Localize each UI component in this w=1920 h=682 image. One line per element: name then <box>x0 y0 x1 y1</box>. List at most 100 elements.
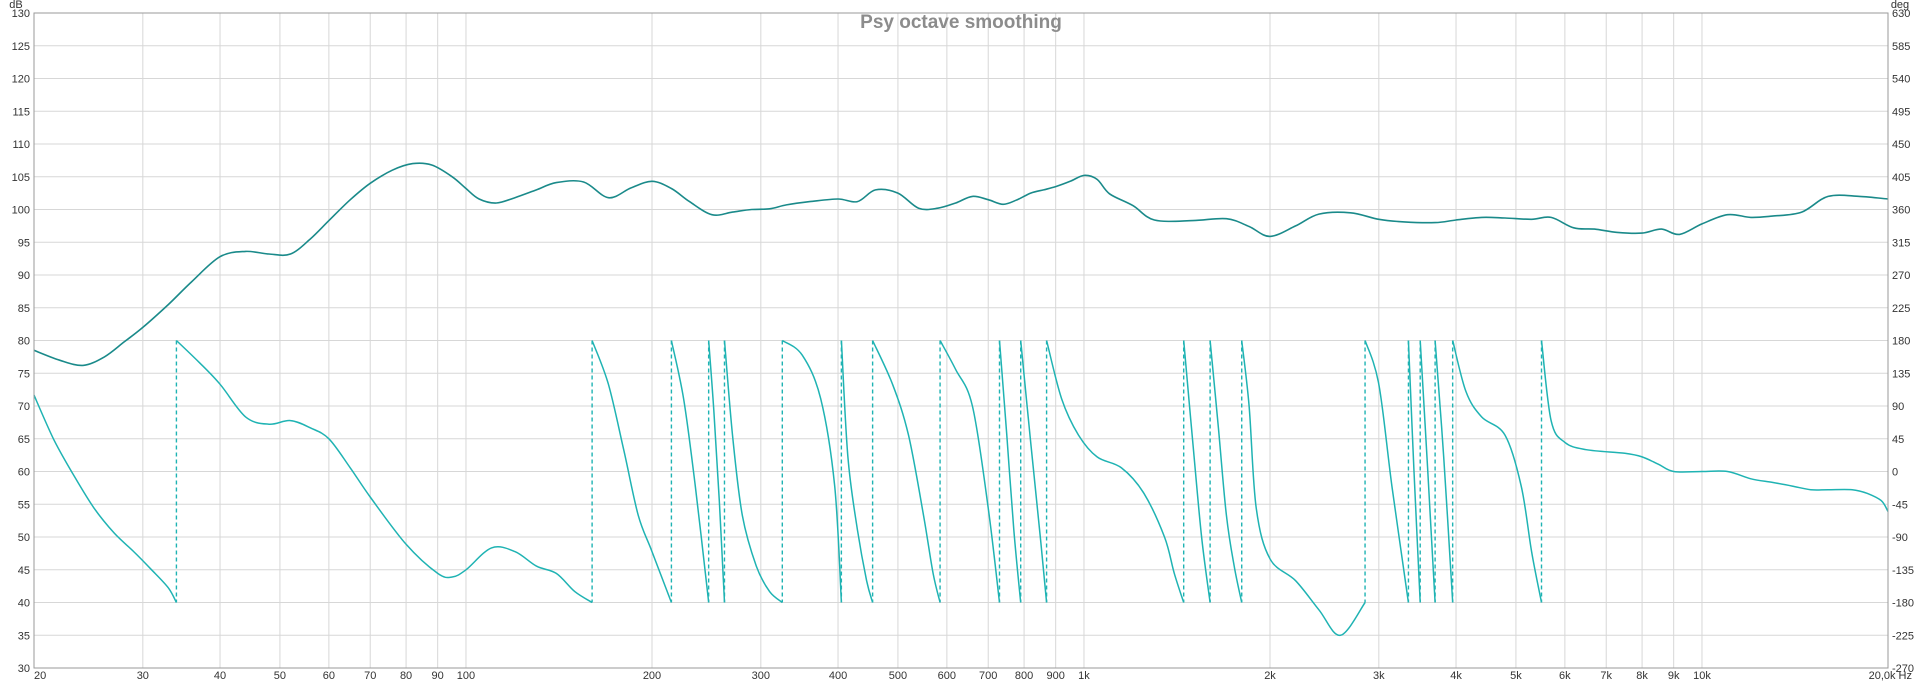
y-unit-label: dB <box>9 0 22 11</box>
x-tick-label: 20,0k Hz <box>1869 670 1912 682</box>
phase-series-segment <box>33 394 178 603</box>
grid-layer <box>34 13 1888 668</box>
label-layer: 20 30 40 50 60 70 80 90 100 200 300 400 500 600 700 800… <box>12 8 1914 682</box>
x-tick-label: 7k <box>1600 670 1612 682</box>
x-tick-label: 5k <box>1510 670 1522 682</box>
y-tick-label: 100 <box>12 205 30 217</box>
y-tick-label: 75 <box>18 368 30 380</box>
x-tick-label: 90 <box>432 670 444 682</box>
y-tick-label: 30 <box>18 663 30 675</box>
x-tick-label: 3k <box>1373 670 1385 682</box>
x-tick-label: 80 <box>400 670 412 682</box>
y2-tick-label: 0 <box>1892 467 1898 479</box>
y-tick-label: 60 <box>18 467 30 479</box>
x-tick-label: 70 <box>364 670 376 682</box>
y2-tick-label: 495 <box>1892 106 1910 118</box>
y-tick-label: 90 <box>18 270 30 282</box>
y2-tick-label: -45 <box>1892 499 1908 511</box>
y-tick-label: 80 <box>18 336 30 348</box>
phase-series-segment <box>939 340 1001 603</box>
phase-series-segment <box>840 340 874 603</box>
y2-tick-label: 225 <box>1892 303 1910 315</box>
y-tick-label: 50 <box>18 532 30 544</box>
phase-series-segment <box>998 340 1022 603</box>
x-tick-label: 8k <box>1636 670 1648 682</box>
y2-tick-label: 630 <box>1892 8 1910 20</box>
x-tick-label: 100 <box>457 670 475 682</box>
series-layer <box>33 162 1889 637</box>
y2-tick-label: 270 <box>1892 270 1910 282</box>
y-tick-label: 55 <box>18 499 30 511</box>
phase-series-segment <box>1434 340 1454 603</box>
y2-tick-label: 450 <box>1892 139 1910 151</box>
x-tick-label: 300 <box>752 670 770 682</box>
y2-tick-label: -270 <box>1892 663 1914 675</box>
x-tick-label: 2k <box>1264 670 1276 682</box>
y2-tick-label: 540 <box>1892 74 1910 86</box>
x-tick-label: 700 <box>979 670 997 682</box>
y2-tick-label: 45 <box>1892 434 1904 446</box>
phase-series-segment <box>670 340 710 603</box>
x-tick-label: 400 <box>829 670 847 682</box>
y-tick-label: 95 <box>18 237 30 249</box>
phase-series-segment <box>1407 340 1421 603</box>
phase-series-segment <box>871 340 941 603</box>
x-tick-label: 200 <box>643 670 661 682</box>
y-tick-label: 105 <box>12 172 30 184</box>
y-tick-label: 45 <box>18 565 30 577</box>
phase-series-segment <box>591 340 673 603</box>
x-tick-label: 900 <box>1047 670 1065 682</box>
y-tick-label: 35 <box>18 630 30 642</box>
phase-series-segment <box>1045 340 1185 603</box>
phase-series-segment <box>1240 340 1366 637</box>
x-tick-label: 10k <box>1693 670 1711 682</box>
magnitude-series-line <box>33 162 1889 367</box>
plot-area-border <box>33 12 1889 669</box>
phase-series-segment <box>1364 340 1410 603</box>
phase-series-segment <box>175 339 593 604</box>
y-tick-label: 120 <box>12 74 30 86</box>
y-tick-label: 65 <box>18 434 30 446</box>
y-tick-label: 130 <box>12 8 30 20</box>
y-tick-label: 125 <box>12 41 30 53</box>
x-tick-label: 20 <box>34 670 46 682</box>
y2-tick-label: -90 <box>1892 532 1908 544</box>
phase-series-segment <box>1182 340 1211 603</box>
y2-tick-label: 180 <box>1892 336 1910 348</box>
y-tick-label: 70 <box>18 401 30 413</box>
y2-tick-label: 405 <box>1892 172 1910 184</box>
x-tick-label: 500 <box>889 670 907 682</box>
x-tick-label: 50 <box>274 670 286 682</box>
phase-series-segment <box>1209 340 1243 603</box>
x-tick-label: 1k <box>1078 670 1090 682</box>
phase-series-segment <box>781 339 843 603</box>
y2-unit-label: deg <box>1891 0 1909 11</box>
x-tick-label: 30 <box>137 670 149 682</box>
phase-series-segment <box>1419 340 1436 603</box>
y-tick-label: 115 <box>12 106 30 118</box>
x-tick-label: 9k <box>1668 670 1680 682</box>
phase-series-segment <box>1019 340 1048 603</box>
y-tick-label: 40 <box>18 598 30 610</box>
y-tick-label: 85 <box>18 303 30 315</box>
phase-series-segment <box>1451 340 1543 603</box>
phase-series-segment <box>723 340 783 604</box>
y-tick-label: 110 <box>12 139 30 151</box>
y2-tick-label: 135 <box>1892 368 1910 380</box>
phase-series-segment <box>1540 340 1889 512</box>
x-tick-label: 40 <box>214 670 226 682</box>
x-tick-label: 4k <box>1450 670 1462 682</box>
x-tick-label: 60 <box>323 670 335 682</box>
chart-title: Psy octave smoothing <box>860 12 1062 33</box>
x-tick-label: 6k <box>1559 670 1571 682</box>
y2-tick-label: 90 <box>1892 401 1904 413</box>
y2-tick-label: -180 <box>1892 598 1914 610</box>
y2-tick-label: -135 <box>1892 565 1914 577</box>
x-tick-label: 600 <box>938 670 956 682</box>
y2-tick-label: 585 <box>1892 41 1910 53</box>
y2-tick-label: 315 <box>1892 237 1910 249</box>
x-tick-label: 800 <box>1015 670 1033 682</box>
phase-series-segment <box>707 340 726 603</box>
